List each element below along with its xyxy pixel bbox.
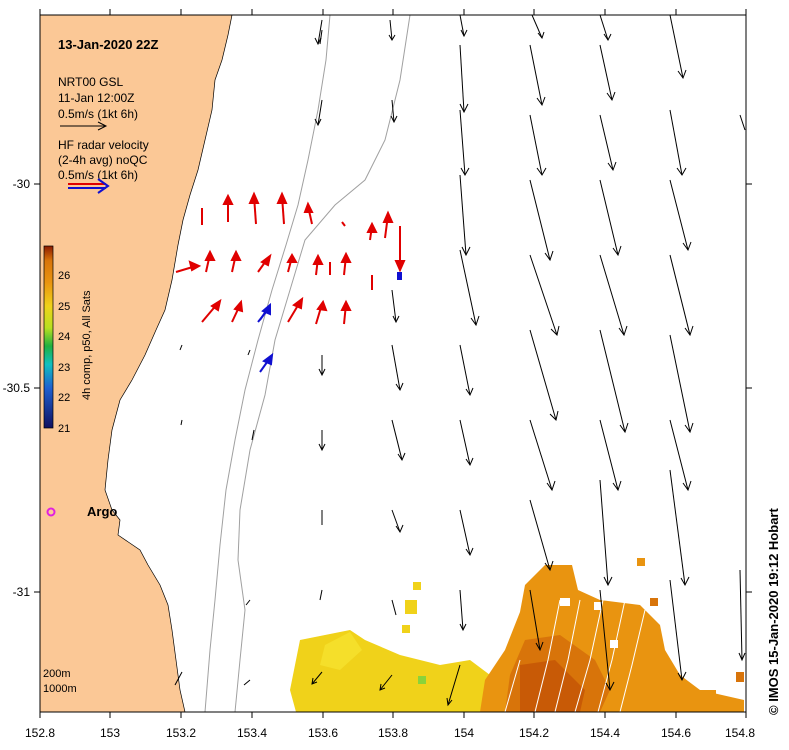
- colorbar-tick: 24: [58, 331, 70, 343]
- sst-contours: [504, 599, 646, 712]
- y-tick-label: -31: [13, 585, 31, 599]
- land-mass: [40, 15, 233, 712]
- legend: NRT00 GSL 11-Jan 12:00Z 0.5m/s (1kt 6h) …: [58, 75, 149, 194]
- x-tick-label: 154.2: [519, 726, 549, 740]
- hf-radar-arrows-blue: [259, 272, 402, 373]
- isobath-label-1000m: 1000m: [43, 683, 77, 695]
- x-axis-labels: 152.8 153 153.2 153.4 153.6 153.8 154 15…: [25, 726, 755, 740]
- y-tick-label: -30.5: [3, 381, 31, 395]
- colorbar-label: 4h comp, p50, All Sats: [81, 290, 93, 400]
- credit-text: © IMOS 15-Jan-2020 19:12 Hobart: [766, 508, 781, 715]
- x-tick-label: 153.2: [166, 726, 196, 740]
- sst-patch-orange: [480, 558, 744, 712]
- legend-radar-line1: HF radar velocity: [58, 138, 149, 152]
- isobath-1000m: [234, 15, 411, 712]
- legend-model-line2: 11-Jan 12:00Z: [58, 91, 135, 105]
- argo-marker[interactable]: [46, 507, 56, 517]
- x-tick-label: 153.6: [308, 726, 338, 740]
- colorbar-tick: 25: [58, 301, 70, 313]
- axis-ticks: [34, 9, 752, 718]
- y-tick-label: -30: [13, 177, 31, 191]
- x-tick-label: 154.8: [725, 726, 755, 740]
- legend-radar-arrow: [68, 178, 110, 194]
- colorbar-tick: 21: [58, 423, 70, 435]
- isobath-label-200m: 200m: [43, 668, 71, 680]
- isobath-200m: [204, 15, 331, 712]
- legend-radar-line2: (2-4h avg) noQC: [58, 153, 148, 167]
- legend-model-line3: 0.5m/s (1kt 6h): [58, 107, 138, 121]
- x-tick-label: 153.8: [378, 726, 408, 740]
- colorbar-tick: 26: [58, 270, 70, 282]
- colorbar-tick: 23: [58, 362, 70, 374]
- sst-colorbar: 26 25 24 23 22 21 4h comp, p50, All Sats: [43, 245, 93, 435]
- legend-model-line1: NRT00 GSL: [58, 75, 123, 89]
- colorbar-tick: 22: [58, 392, 70, 404]
- x-tick-label: 154.4: [590, 726, 620, 740]
- hf-radar-arrows: [175, 191, 406, 325]
- x-tick-label: 154.6: [661, 726, 691, 740]
- model-velocity-arrows: [60, 15, 746, 707]
- map-title: 13-Jan-2020 22Z: [58, 37, 159, 52]
- x-tick-label: 153.4: [237, 726, 267, 740]
- x-tick-label: 152.8: [25, 726, 55, 740]
- legend-radar-line3: 0.5m/s (1kt 6h): [58, 168, 138, 182]
- argo-label: Argo: [87, 504, 117, 519]
- y-axis-labels: -30 -30.5 -31: [3, 177, 31, 599]
- x-tick-label: 154: [454, 726, 474, 740]
- x-tick-label: 153: [100, 726, 120, 740]
